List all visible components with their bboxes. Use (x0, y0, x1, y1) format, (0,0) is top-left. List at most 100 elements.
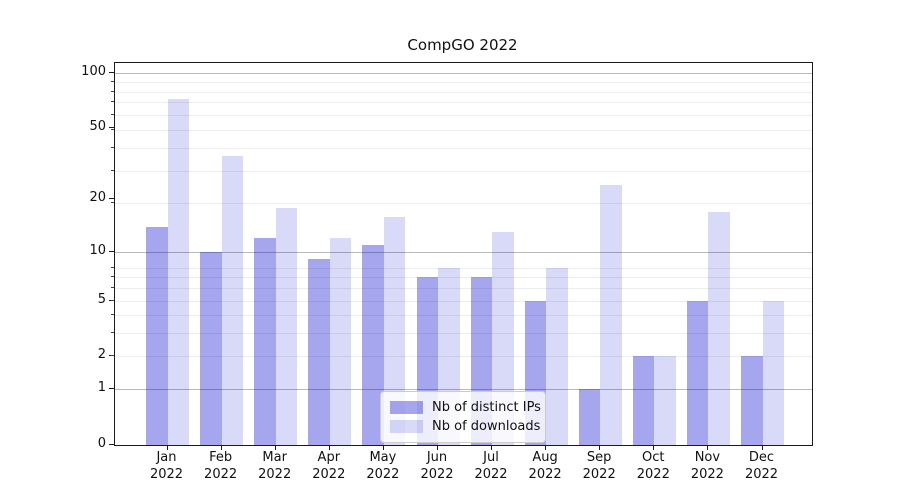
y-minor-tick-mark (111, 287, 114, 289)
legend-entry-downloads: Nb of downloads (390, 417, 540, 436)
x-tick-label-mar: Mar 2022 (258, 450, 292, 482)
legend-swatch-downloads (390, 420, 423, 433)
bar-distinct-ips-apr (308, 259, 330, 445)
gridline-minor (115, 277, 812, 279)
y-minor-tick-mark (111, 202, 114, 204)
y-minor-tick-mark (111, 355, 114, 357)
gridline-minor (115, 203, 812, 205)
gridline-minor (115, 82, 812, 84)
bar-downloads-nov (708, 211, 730, 445)
gridline-minor (115, 129, 812, 131)
legend-entry-distinct-ips: Nb of distinct IPs (390, 398, 541, 417)
x-tick-label-sep: Sep 2022 (582, 450, 616, 482)
x-tick-label-dec: Dec 2022 (744, 450, 779, 482)
x-tick-mark (491, 445, 492, 450)
x-tick-mark (382, 445, 384, 450)
x-tick-label-jun: Jun 2022 (420, 450, 454, 482)
x-tick-mark (274, 445, 276, 450)
bar-distinct-ips-nov (686, 300, 709, 445)
legend: Nb of distinct IPs Nb of downloads (380, 391, 546, 443)
y-tick-mark (109, 388, 114, 390)
bar-distinct-ips-sep (578, 389, 601, 445)
bar-downloads-feb (221, 156, 244, 445)
chart-title: CompGO 2022 (407, 36, 518, 54)
bar-downloads-aug (546, 267, 568, 445)
bar-distinct-ips-jan (146, 226, 168, 445)
gridline-minor (115, 288, 812, 290)
y-minor-tick-mark (111, 146, 114, 148)
x-tick-mark (545, 445, 547, 450)
y-tick-label: 1 (97, 380, 106, 396)
gridline-minor (115, 356, 812, 358)
gridline-minor (115, 91, 812, 93)
x-tick-label-feb: Feb 2022 (204, 450, 238, 482)
plot-area (114, 62, 813, 446)
bar-downloads-sep (600, 185, 622, 445)
y-minor-tick-mark (111, 332, 114, 334)
y-tick-mark (109, 250, 114, 252)
bar-distinct-ips-mar (254, 238, 276, 445)
gridline-major (115, 72, 812, 74)
gridline-minor (115, 315, 812, 317)
bar-downloads-may (383, 216, 406, 445)
x-tick-label-jul: Jul 2022 (474, 450, 508, 482)
y-minor-tick-mark (111, 276, 114, 278)
legend-swatch-distinct-ips (390, 401, 423, 414)
x-tick-label-jan: Jan 2022 (149, 450, 184, 482)
y-tick-label: 100 (81, 63, 106, 79)
gridline-minor (115, 102, 812, 104)
y-tick-label: 2 (97, 347, 106, 363)
y-tick-label: 50 (89, 118, 106, 134)
y-tick-mark (109, 198, 114, 200)
x-tick-mark (220, 445, 222, 450)
y-minor-tick-mark (111, 128, 114, 130)
bar-distinct-ips-may (362, 244, 384, 445)
y-minor-tick-mark (111, 90, 114, 92)
legend-label-downloads: Nb of downloads (432, 419, 541, 434)
bar-downloads-apr (329, 238, 352, 445)
x-tick-label-may: May 2022 (366, 450, 400, 482)
gridline-major (115, 389, 812, 391)
y-minor-tick-mark (111, 113, 114, 115)
x-tick-label-aug: Aug 2022 (528, 450, 562, 482)
y-minor-tick-mark (111, 314, 114, 316)
bar-downloads-dec (762, 300, 784, 445)
x-tick-mark (653, 445, 655, 450)
gridline-minor (115, 147, 812, 149)
gridline-minor (115, 114, 812, 116)
bar-distinct-ips-feb (200, 251, 222, 445)
bar-downloads-mar (275, 207, 298, 445)
x-tick-mark (166, 445, 168, 450)
gridline-minor (115, 333, 812, 335)
bar-downloads-oct (654, 356, 676, 445)
x-tick-mark (437, 445, 438, 450)
gridline-minor (115, 170, 812, 172)
x-tick-mark (328, 445, 330, 450)
y-minor-tick-mark (111, 169, 114, 171)
y-tick-mark (109, 126, 114, 128)
y-tick-label: 0 (97, 436, 106, 451)
gridline-minor (115, 267, 812, 269)
gridline-minor (115, 300, 812, 302)
y-minor-tick-mark (111, 266, 114, 268)
x-tick-mark (707, 445, 709, 450)
x-tick-label-apr: Apr 2022 (312, 450, 346, 482)
y-tick-mark (109, 444, 114, 445)
y-minor-tick-mark (111, 299, 114, 301)
y-minor-tick-mark (111, 101, 114, 103)
y-tick-label: 10 (89, 242, 106, 258)
y-tick-mark (109, 71, 114, 73)
y-tick-label: 20 (89, 190, 106, 206)
x-tick-label-oct: Oct 2022 (636, 450, 670, 482)
bar-distinct-ips-oct (632, 356, 655, 445)
x-tick-label-nov: Nov 2022 (690, 450, 724, 482)
x-tick-mark (761, 445, 763, 450)
legend-label-distinct-ips: Nb of distinct IPs (432, 400, 541, 415)
x-tick-mark (599, 445, 601, 450)
bar-downloads-jan (167, 99, 189, 445)
bar-distinct-ips-dec (741, 356, 763, 445)
y-minor-tick-mark (111, 81, 114, 83)
y-tick-label: 5 (97, 291, 106, 307)
gridline-major (115, 251, 812, 253)
